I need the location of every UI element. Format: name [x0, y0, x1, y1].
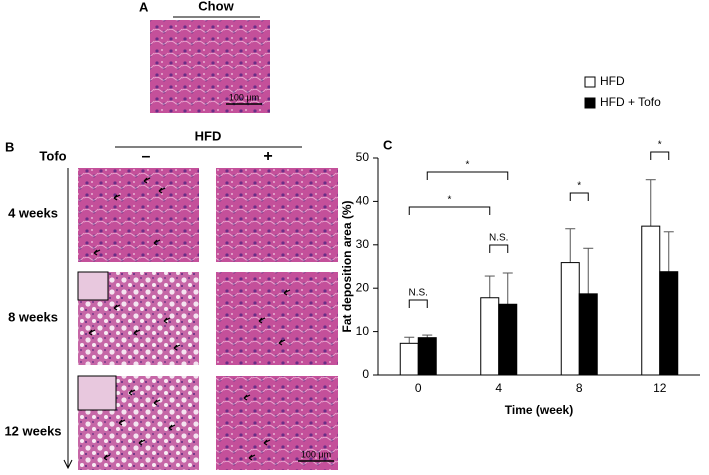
y-tick-label: 50 [356, 150, 370, 164]
bracket [408, 206, 491, 215]
marker-arrow [158, 187, 166, 194]
marker-arrow [258, 317, 266, 324]
marker-arrow [263, 439, 271, 446]
x-tick-label: 8 [576, 381, 583, 395]
marker-arrow [88, 329, 96, 336]
y-tick-label: 40 [356, 194, 370, 208]
marker-arrow [103, 454, 111, 461]
histology-image [150, 20, 270, 113]
x-tick-label: 0 [415, 381, 422, 395]
marker-arrow [173, 344, 181, 351]
panel-label: B [5, 139, 14, 154]
marker-arrow [153, 399, 161, 406]
bar [578, 293, 598, 376]
marker-arrow [93, 249, 101, 256]
row-label: 12 weeks [4, 423, 61, 438]
marker-arrow [118, 419, 126, 426]
y-tick-label: 10 [356, 324, 370, 338]
x-axis-title: Time (week) [505, 403, 573, 417]
annotation: * [577, 181, 581, 192]
y-tick-label: 0 [362, 367, 369, 381]
annotation: * [466, 160, 470, 171]
annotation: N.S. [409, 288, 428, 299]
marker-arrow [283, 289, 291, 296]
legend-swatch [584, 97, 596, 109]
scale-bar-label: 100 μm [301, 449, 331, 459]
bracket [650, 151, 670, 160]
bracket [426, 171, 509, 180]
marker-arrow [113, 194, 121, 201]
x-tick-label: 12 [653, 381, 667, 395]
histology-image [216, 376, 338, 470]
inset [77, 375, 117, 411]
bar [641, 225, 661, 376]
histology-image [216, 272, 338, 365]
bar [480, 297, 500, 376]
histology-image [216, 168, 338, 262]
bracket [489, 244, 509, 253]
annotation: N.S. [489, 233, 508, 244]
marker-arrow [243, 394, 251, 401]
marker-arrow [163, 317, 171, 324]
bar [659, 271, 679, 376]
marker-arrow [278, 339, 286, 346]
annotation: * [448, 195, 452, 206]
panel-title: HFD [195, 128, 222, 143]
marker-arrow [153, 239, 161, 246]
marker-arrow [248, 454, 256, 461]
bracket [408, 299, 428, 308]
bar [498, 303, 518, 376]
bracket [569, 192, 589, 201]
level-label: – [142, 148, 151, 165]
panel-title: Chow [198, 0, 234, 13]
y-tick-label: 30 [356, 237, 370, 251]
factor-label: Tofo [39, 148, 66, 163]
inset [77, 271, 109, 301]
marker-arrow [138, 439, 146, 446]
histology-image [78, 168, 199, 262]
legend-label: HFD [600, 74, 625, 88]
marker-arrow [143, 177, 151, 184]
marker-arrow [168, 424, 176, 431]
scale-bar-label: 100 μm [229, 92, 259, 102]
panel-label: C [383, 137, 393, 152]
legend-label: HFD + Tofo [600, 95, 661, 109]
annotation: * [658, 140, 662, 151]
bar [560, 262, 580, 376]
panel-label: A [139, 0, 149, 14]
legend-swatch [584, 76, 596, 88]
marker-arrow [113, 304, 121, 311]
row-label: 4 weeks [8, 205, 58, 220]
row-label: 8 weeks [8, 309, 58, 324]
marker-arrow [133, 329, 141, 336]
bar [399, 342, 419, 376]
bar [417, 337, 437, 376]
y-tick-label: 20 [356, 280, 370, 294]
time-arrow [63, 168, 73, 470]
y-axis-title: Fat deposition area (%) [340, 200, 354, 332]
level-label: + [263, 148, 272, 165]
marker-arrow [128, 389, 136, 396]
x-tick-label: 4 [495, 381, 502, 395]
